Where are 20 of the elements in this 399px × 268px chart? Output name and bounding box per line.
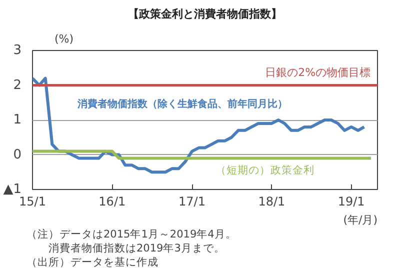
ref-line-label: 日銀の2%の物価目標: [265, 66, 371, 80]
x-tick-label: 15/1: [19, 194, 46, 208]
y-tick-label: 3: [13, 43, 22, 58]
line-series: [32, 76, 366, 174]
series-label: （短期の）政策金利: [215, 164, 314, 177]
x-tick-label: 18/1: [258, 194, 286, 208]
x-axis-title: (年/月): [343, 214, 378, 226]
series-label: 消費者物価指数（除く生鮮食品、前年同月比）: [76, 98, 288, 110]
chart-title: 【政策金利と消費者物価指数】: [128, 8, 282, 20]
y-tick-label: 1: [13, 112, 22, 128]
text: （出所）データを基に作成: [26, 256, 158, 268]
x-tick-label: 16/1: [98, 194, 126, 208]
y-tick-label: 0: [13, 147, 22, 162]
text: （注）データは2015年1月～2019年4月。: [26, 228, 236, 240]
y-tick-label: ▲1: [3, 182, 22, 197]
x-tick-label: 19/1: [338, 194, 365, 208]
y-axis-title: (%): [54, 32, 74, 46]
x-tick-label: 17/1: [178, 194, 206, 208]
text: 消費者物価指数は2019年3月まで。: [26, 242, 225, 254]
y-tick-label: 2: [13, 78, 22, 93]
